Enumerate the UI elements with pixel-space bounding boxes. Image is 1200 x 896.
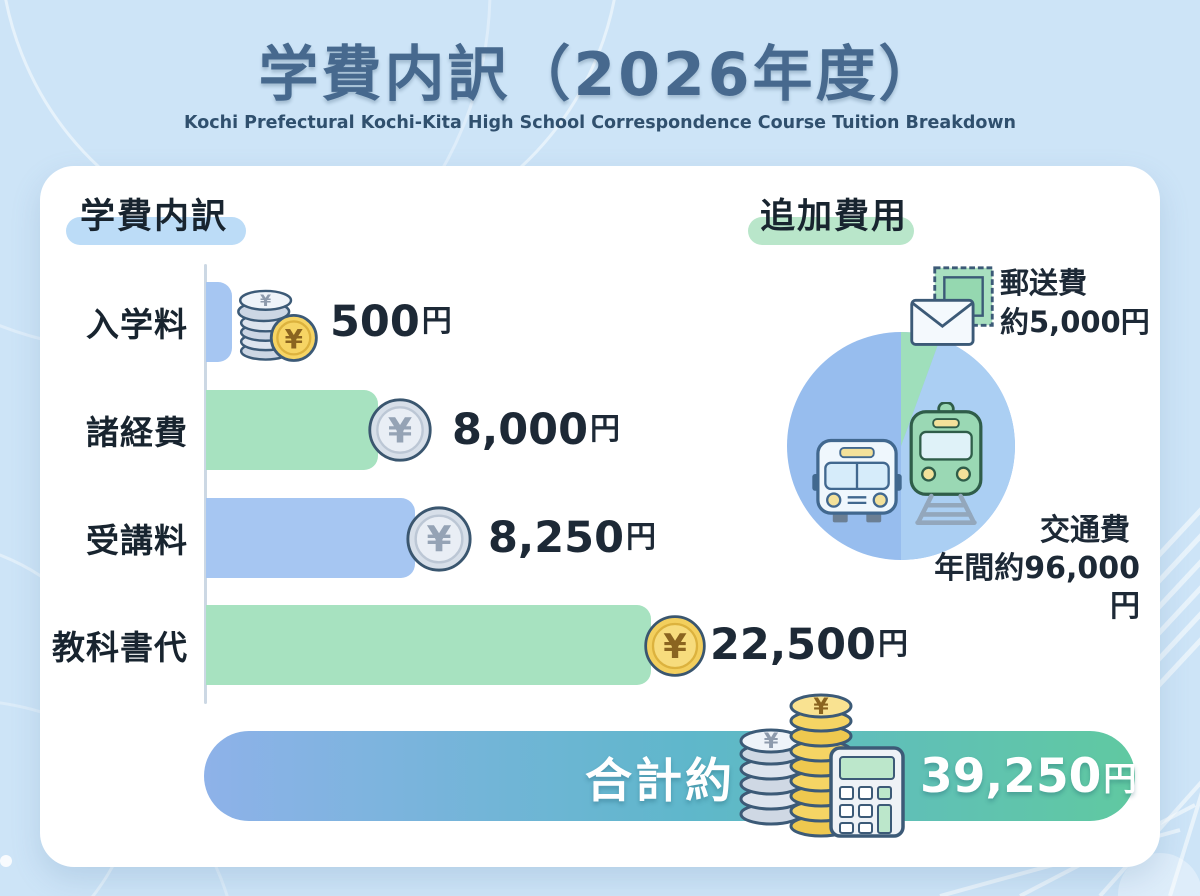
postage-label: 郵送費 — [1000, 266, 1088, 300]
bar-textbooks — [206, 605, 651, 685]
bus-icon — [812, 438, 902, 523]
value-expenses: 8,000 円 — [452, 405, 621, 455]
gold-coin-icon: ¥ — [644, 615, 706, 677]
train-icon — [909, 402, 983, 525]
bar-chart-axis — [204, 264, 207, 704]
total-bar — [204, 731, 1135, 821]
svg-text:¥: ¥ — [764, 729, 779, 753]
value-course-fee: 8,250 円 — [488, 513, 657, 563]
svg-text:¥: ¥ — [813, 695, 829, 720]
bar-admission — [206, 282, 232, 362]
tuition-heading-highlight — [66, 217, 246, 245]
row-label-admission: 入学料 — [86, 305, 188, 344]
row-label-expenses: 諸経費 — [86, 413, 188, 452]
page-subtitle: Kochi Prefectural Kochi-Kita High School… — [183, 113, 1017, 133]
extra-section-heading: 追加費用 — [760, 197, 909, 237]
transport-amount: 年間約96,000円 — [934, 551, 1140, 624]
value-admission: 500 円 — [330, 297, 452, 347]
bar-expenses — [206, 390, 378, 470]
transport-cost: 交通費 年間約96,000円 — [918, 512, 1140, 626]
value-textbooks: 22,500 円 — [710, 620, 908, 670]
page-title: 学費内訳（2026年度） — [258, 40, 942, 110]
svg-text:¥: ¥ — [285, 325, 303, 355]
postage-cost: 郵送費 約5,000円 — [1000, 264, 1150, 342]
svg-text:¥: ¥ — [663, 627, 687, 666]
tuition-section-heading: 学費内訳 — [80, 197, 229, 237]
row-label-course-fee: 受講料 — [86, 521, 188, 560]
silver-coin-icon: ¥ — [406, 506, 472, 572]
total-value: 39,250 円 — [920, 748, 1137, 804]
coin-stack-icon: ¥ ¥ — [237, 289, 318, 362]
svg-text:¥: ¥ — [260, 291, 271, 310]
postage-amount: 約5,000円 — [1000, 305, 1150, 339]
transport-label: 交通費 — [1040, 513, 1130, 548]
silver-coin-icon: ¥ — [368, 398, 432, 462]
stamp-envelope-icon — [910, 266, 994, 346]
bar-course-fee — [206, 498, 415, 578]
row-label-textbooks: 教科書代 — [52, 628, 188, 667]
svg-text:¥: ¥ — [426, 520, 451, 561]
coins-calculator-icon: ¥ ¥ — [739, 693, 905, 838]
extra-heading-highlight — [748, 217, 914, 245]
svg-text:¥: ¥ — [388, 411, 412, 451]
total-label: 合計約 — [585, 753, 735, 809]
